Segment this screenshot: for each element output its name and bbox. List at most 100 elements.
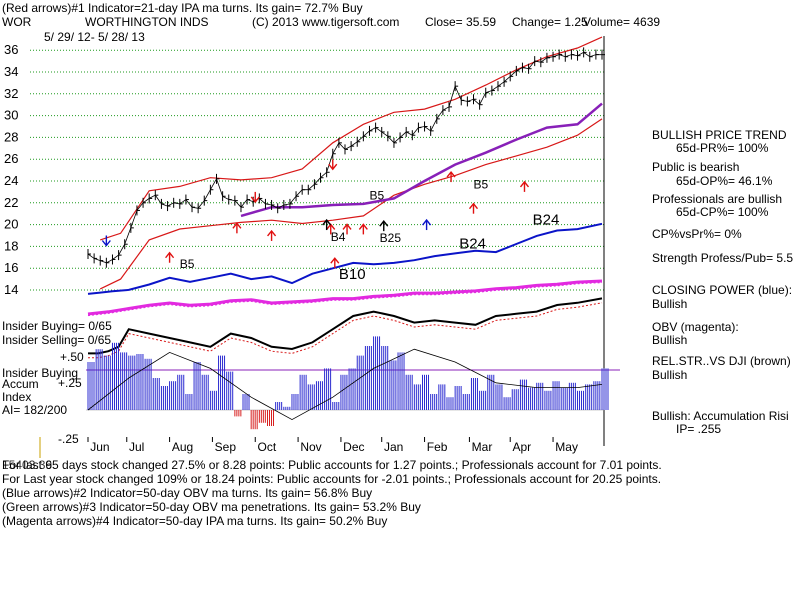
ma50-line-group xyxy=(240,102,603,218)
obv-state: Bullish xyxy=(652,333,688,347)
red-up-arrow-head xyxy=(342,223,352,230)
public-label: Public is bearish xyxy=(652,160,740,174)
signal-label: B25 xyxy=(380,231,402,245)
y-tick-label: 28 xyxy=(4,129,18,144)
company-name: WORTHINGTON INDS xyxy=(85,15,209,29)
y-tick-label: 30 xyxy=(4,108,18,123)
upper-band-line xyxy=(100,36,603,241)
insider-buying-label: Insider Buying xyxy=(2,366,79,380)
obv-title: OBV (magenta): xyxy=(652,320,739,334)
y-tick-label: 18 xyxy=(4,238,18,253)
ticker-symbol: WOR xyxy=(2,15,32,29)
accum-plus50-label: +.50 xyxy=(60,350,84,364)
accum-minus25-label: -.25 xyxy=(58,432,79,446)
month-label: Sep xyxy=(215,440,237,454)
month-label: Mar xyxy=(472,440,493,454)
red-up-arrow-head xyxy=(519,180,530,188)
header-indicator-line: (Red arrows)#1 Indicator=21-day IPA ma t… xyxy=(2,1,363,15)
month-label: Feb xyxy=(427,440,448,454)
y-tick-label: 32 xyxy=(4,86,18,101)
signal-label: B4 xyxy=(331,230,346,244)
ma50-line xyxy=(240,102,603,218)
y-tick-label: 20 xyxy=(4,217,18,232)
red-up-arrow-head xyxy=(232,222,242,229)
pros-label: Professionals are bullish xyxy=(652,192,783,206)
red-up-arrow-head xyxy=(165,251,175,259)
month-label: Dec xyxy=(343,440,364,454)
signal-label: B5 xyxy=(180,257,195,271)
accum-label: Accum xyxy=(2,377,39,391)
month-label: Oct xyxy=(257,440,276,454)
y-tick-label: 34 xyxy=(4,64,18,79)
closing-power-line xyxy=(87,222,603,295)
month-label: Jun xyxy=(90,440,109,454)
closing-power-state: Bullish xyxy=(652,297,688,311)
ai-value: AI= 182/200 xyxy=(2,403,68,417)
red-down-arrow-head xyxy=(328,163,338,171)
footer-overlap-number: 15403.39 xyxy=(2,458,53,472)
cp-vs-pr: CP%vsPr%= 0% xyxy=(652,227,742,241)
signal-label: B5 xyxy=(369,189,384,203)
lower-band-line xyxy=(99,118,603,290)
red-up-arrow-head xyxy=(330,257,340,264)
red-up-arrow-head xyxy=(267,229,277,237)
y-axis-ticks: 36 34 32 30 28 26 24 22 20 18 16 14 xyxy=(4,36,605,446)
y-tick-label: 24 xyxy=(4,173,18,188)
op-value: 65d-OP%= 46.1% xyxy=(676,174,773,188)
signal-label: B24 xyxy=(459,236,486,253)
black-up-arrow-head xyxy=(322,218,332,226)
footer-blue-arrows: (Blue arrows)#2 Indicator=50-day OBV ma … xyxy=(2,486,373,500)
relstr-state: Bullish xyxy=(652,368,688,382)
bollinger-bands xyxy=(99,36,603,290)
footer-green-arrows: (Green arrows)#3 Indicator=50-day OBV ma… xyxy=(2,500,421,514)
relstr-line xyxy=(88,297,603,355)
strength-ratio: Strength Profess/Pub= 5.5 xyxy=(652,251,794,265)
signal-label: B24 xyxy=(533,212,560,229)
cp-value: 65d-CP%= 100% xyxy=(676,205,769,219)
y-tick-label: 26 xyxy=(4,151,18,166)
relstr-ma-line xyxy=(88,302,603,359)
closing-power-title: CLOSING POWER (blue): xyxy=(652,283,793,297)
indicator-panel xyxy=(86,222,620,430)
close-value: Close= 35.59 xyxy=(425,15,497,29)
accum-ma-line xyxy=(87,348,603,421)
y-tick-label: 14 xyxy=(4,282,18,297)
relstr-title: REL.STR..VS DJI (brown) xyxy=(652,354,791,368)
month-label: Aug xyxy=(172,440,193,454)
y-tick-label: 36 xyxy=(4,42,18,57)
y-tick-label: 22 xyxy=(4,195,18,210)
price-close-line xyxy=(87,51,603,264)
insider-selling: Insider Selling= 0/65 xyxy=(2,333,112,347)
red-up-arrow-head xyxy=(468,202,479,210)
pr-value: 65d-PR%= 100% xyxy=(676,141,769,155)
red-up-arrow-head xyxy=(446,170,456,178)
month-label: Jan xyxy=(384,440,403,454)
month-label: Apr xyxy=(512,440,531,454)
volume-value: Volume= 4639 xyxy=(583,15,661,29)
x-axis-month-labels: Jun Jul Aug Sep Oct Nov Dec Jan Feb Mar Apr May xyxy=(39,437,578,458)
ip-value: IP= .255 xyxy=(676,422,722,436)
bullish-accumulation: Bullish: Accumulation Risi xyxy=(652,409,789,423)
month-label: May xyxy=(555,440,578,454)
accum-plus25-label: +.25 xyxy=(58,376,82,390)
date-range: 5/ 29/ 12- 5/ 28/ 13 xyxy=(44,30,145,44)
red-up-arrow-head xyxy=(358,223,368,230)
obv-line xyxy=(87,279,603,316)
red-down-arrow-head xyxy=(250,196,260,204)
signal-label: B5 xyxy=(474,178,489,192)
footer-65-day-change: For last 65 days stock changed 27.5% or … xyxy=(2,458,662,472)
copyright: (C) 2013 www.tigersoft.com xyxy=(252,15,400,29)
signal-arrows: B5 B5 B5 B25 B4 B10 B24 B24 xyxy=(101,159,560,283)
trend-title: BULLISH PRICE TREND xyxy=(652,128,787,142)
price-gridlines xyxy=(30,49,604,291)
black-up-arrow-head xyxy=(379,220,389,227)
index-label: Index xyxy=(2,390,32,404)
insider-buying: Insider Buying= 0/65 xyxy=(2,319,112,333)
obv-ma-line xyxy=(87,282,603,317)
blue-up-arrow-head xyxy=(422,218,432,226)
footer-magenta-arrows: (Magenta arrows)#4 Indicator=50-day IPA … xyxy=(2,514,388,528)
change-value: Change= 1.25 xyxy=(512,15,588,29)
month-label: Nov xyxy=(300,440,321,454)
price-bars xyxy=(87,47,605,268)
